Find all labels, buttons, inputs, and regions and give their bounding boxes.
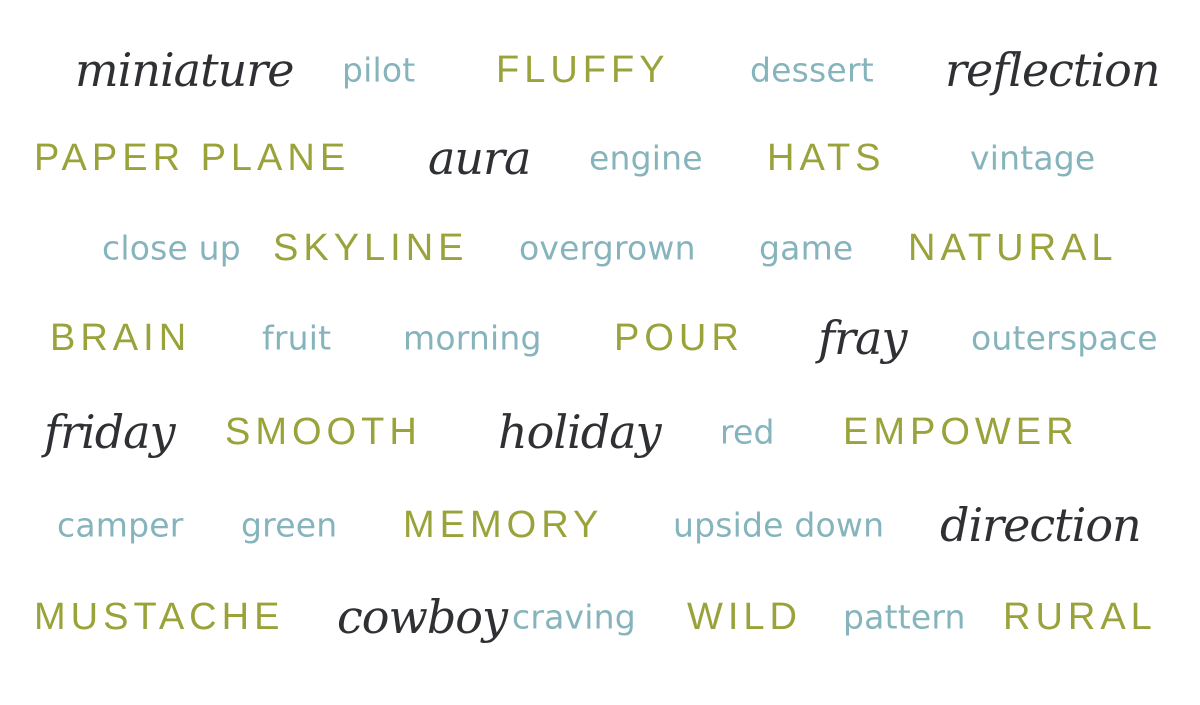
word-6-2: craving — [512, 597, 636, 637]
word-0-0: miniature — [75, 43, 294, 97]
word-2-0: close up — [102, 228, 241, 268]
word-2-2: overgrown — [519, 228, 696, 268]
word-3-4: fray — [818, 311, 907, 365]
word-3-0: BRAIN — [50, 317, 192, 359]
word-5-2: MEMORY — [403, 504, 604, 546]
word-4-3: red — [720, 412, 775, 452]
word-0-3: dessert — [750, 50, 874, 90]
word-1-1: aura — [428, 131, 531, 185]
word-5-3: upside down — [673, 505, 885, 545]
word-5-4: direction — [940, 498, 1142, 552]
word-3-5: outerspace — [971, 318, 1158, 358]
word-0-2: FLUFFY — [496, 49, 670, 91]
word-5-0: camper — [57, 505, 184, 545]
word-4-0: friday — [44, 405, 176, 459]
word-1-3: HATS — [767, 137, 886, 179]
word-2-4: NATURAL — [908, 227, 1118, 269]
word-2-1: SKYLINE — [273, 227, 469, 269]
word-6-3: WILD — [687, 596, 802, 638]
word-4-4: EMPOWER — [843, 411, 1079, 453]
word-6-1: cowboy — [337, 590, 508, 644]
word-3-1: fruit — [262, 318, 332, 358]
word-4-2: holiday — [498, 405, 662, 459]
word-0-4: reflection — [945, 43, 1160, 97]
word-6-4: pattern — [843, 597, 966, 637]
word-1-2: engine — [589, 138, 703, 178]
word-6-5: RURAL — [1003, 596, 1157, 638]
word-1-4: vintage — [970, 138, 1096, 178]
word-0-1: pilot — [342, 50, 416, 90]
word-4-1: SMOOTH — [225, 411, 422, 453]
word-2-3: game — [759, 228, 854, 268]
word-5-1: green — [241, 505, 338, 545]
word-3-2: morning — [403, 318, 542, 358]
word-6-0: MUSTACHE — [34, 596, 285, 638]
word-3-3: POUR — [614, 317, 744, 359]
word-1-0: PAPER PLANE — [34, 137, 351, 179]
